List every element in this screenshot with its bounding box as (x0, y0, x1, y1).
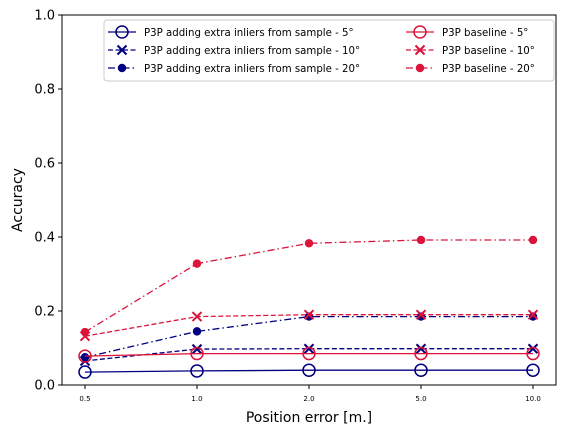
series-6-point-1 (80, 327, 90, 337)
x-tick-label-2: 1.0 (191, 395, 202, 403)
series-3-point-2 (192, 327, 202, 336)
series-4-point-5 (526, 346, 540, 361)
x-tick-label-3: 2.0 (303, 395, 314, 403)
legend-marker-6 (415, 63, 425, 73)
series-4-point-4 (414, 346, 428, 361)
legend-label-2: P3P adding extra inliers from sample - 1… (144, 46, 360, 57)
series-2-point-2 (191, 343, 203, 355)
series-2-point-5 (527, 343, 539, 354)
series-line-4 (84, 352, 533, 357)
series-2-point-2-stroke-b (191, 343, 203, 355)
y-tick-label-4: 0.6 (34, 157, 55, 172)
axes: 0.0 0.2 0.4 0.6 0.8 1.0 0.5 1.0 2.0 5.0 10.0 (34, 9, 557, 403)
series-line-1 (84, 369, 533, 373)
series-5-point-2 (191, 311, 203, 322)
legend-marker-5-stroke-b (414, 44, 426, 56)
series-5-point-3-stroke-b (303, 309, 315, 320)
series-6-point-4 (416, 235, 426, 245)
series-6-point-2 (192, 259, 202, 268)
series-5-point-5-stroke-b (527, 309, 539, 320)
legend: P3P adding extra inliers from sample - 5… (103, 19, 555, 82)
y-tick-label-5: 0.8 (34, 83, 55, 98)
series-2-point-5-stroke-b (527, 343, 539, 354)
legend-marker-2 (116, 44, 128, 56)
x-axis-label: Position error [m.] (246, 410, 372, 426)
series-1-point-2 (190, 364, 204, 378)
series-6-point-5 (528, 235, 538, 245)
series-2-point-4 (415, 343, 427, 354)
series-line-2 (84, 348, 533, 362)
legend-box (103, 19, 555, 82)
legend-label-5: P3P baseline - 10° (442, 46, 535, 57)
series-4-point-1 (78, 349, 92, 363)
series-2-point-3-stroke-b (303, 343, 315, 354)
series-5-point-5 (527, 309, 539, 320)
legend-label-3: P3P adding extra inliers from sample - 2… (144, 64, 360, 75)
series-3-point-1 (80, 353, 90, 362)
legend-label-4: P3P baseline - 5° (442, 28, 528, 39)
legend-marker-4 (413, 25, 427, 39)
series-6-point-3 (304, 239, 314, 248)
legend-marker-5 (414, 44, 426, 56)
series-5-point-2-stroke-b (191, 311, 203, 322)
x-tick-label-4: 5.0 (415, 395, 426, 403)
plot-area (78, 235, 540, 379)
y-axis-label: Accuracy (10, 168, 26, 232)
legend-marker-2-stroke-b (116, 44, 128, 56)
series-3-point-5 (528, 312, 538, 321)
series-2-point-3 (303, 343, 315, 354)
y-tick-label-6: 1.0 (34, 9, 55, 24)
series-5-point-3 (303, 309, 315, 320)
x-tick-label-5: 10.0 (525, 395, 541, 403)
y-tick-label-3: 0.4 (34, 231, 55, 246)
series-1-point-1 (78, 365, 92, 379)
series-1-point-4 (414, 363, 428, 377)
series-4-point-2 (190, 346, 204, 361)
legend-label-1: P3P adding extra inliers from sample - 5… (144, 28, 354, 39)
series-1-point-5 (526, 363, 540, 377)
series-1-point-3 (302, 363, 316, 377)
series-5-point-4-stroke-b (415, 309, 427, 320)
series-2-point-4-stroke-b (415, 343, 427, 354)
legend-marker-1 (115, 25, 129, 39)
series-5-point-4 (415, 309, 427, 320)
series-4-point-3 (302, 346, 316, 361)
y-tick-label-1: 0.0 (34, 379, 55, 394)
y-tick-label-2: 0.2 (34, 305, 55, 320)
legend-marker-3 (117, 63, 127, 73)
x-tick-label-1: 0.5 (79, 395, 90, 403)
series-line-6 (84, 239, 533, 333)
legend-label-6: P3P baseline - 20° (442, 64, 535, 75)
